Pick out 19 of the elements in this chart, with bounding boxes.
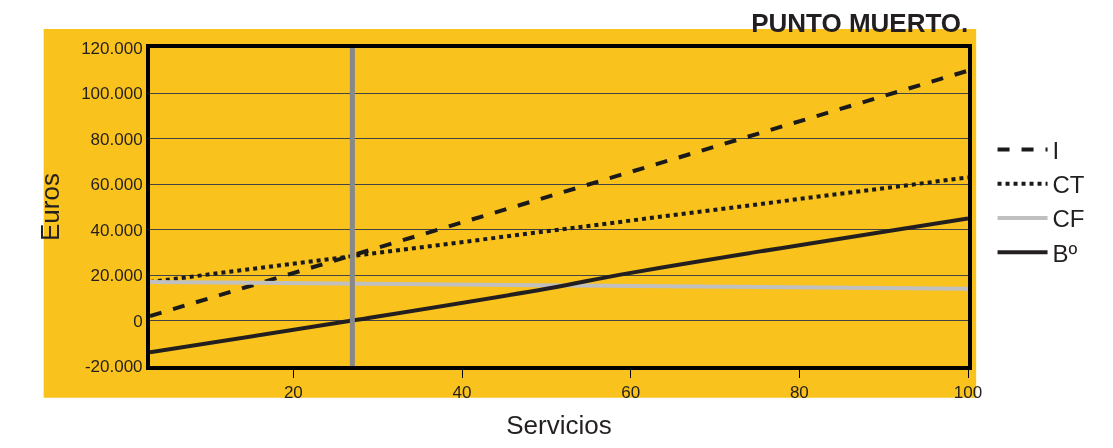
legend-label: Bº	[1052, 239, 1078, 267]
y-tick-label: 20.000	[90, 266, 143, 286]
legend-label: CF	[1052, 205, 1085, 233]
y-tick-label: 80.000	[90, 129, 143, 149]
y-tick-label: 60.000	[90, 175, 143, 195]
y-tick-label: 100.000	[81, 84, 143, 104]
y-tick-label: 40.000	[90, 220, 143, 240]
y-tick-label: 120.000	[81, 38, 143, 58]
y-tick-label: -20.000	[84, 356, 143, 376]
y-tick-label: 0	[133, 311, 143, 331]
legend-label: I	[1052, 136, 1060, 164]
x-tick-label: 80	[789, 383, 809, 403]
y-axis-title: Euros	[35, 173, 66, 241]
x-tick-label: 40	[452, 383, 472, 403]
line-series	[150, 216, 968, 355]
legend-label: CT	[1052, 171, 1085, 199]
x-axis-title: Servicios	[506, 409, 612, 440]
x-tick-label: 60	[621, 383, 641, 403]
x-tick-label: 20	[283, 383, 303, 403]
